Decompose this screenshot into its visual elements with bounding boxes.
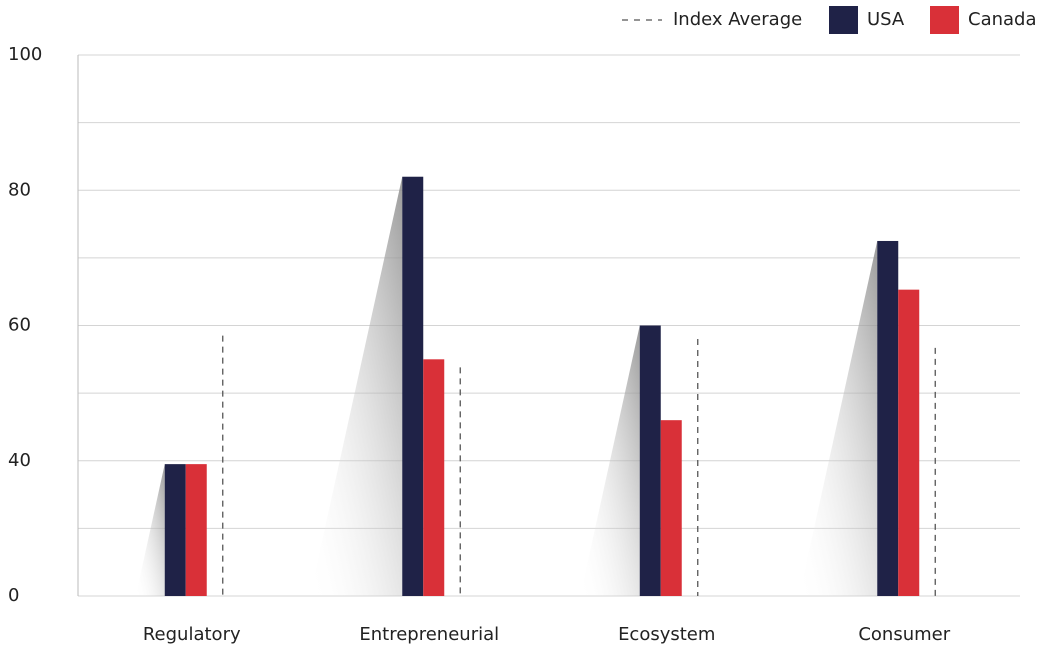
y-tick-label: 60 [8,315,31,336]
legend-swatch [829,6,858,34]
bar [639,325,661,596]
bar [877,240,899,596]
legend-label: Canada [968,9,1037,30]
bar [164,464,186,596]
bar [185,464,207,596]
y-tick-label: 0 [8,585,19,606]
bar [898,289,920,596]
legend-label: USA [867,9,905,30]
background-layer [78,54,1020,597]
bar-shadow [799,240,878,596]
legend-swatch [930,6,959,34]
legend-label: Index Average [673,9,802,30]
y-tick-label: 40 [8,450,31,471]
x-tick-label: Consumer [858,624,950,645]
bar-shadow [580,325,640,596]
y-tick-label: 100 [8,44,42,65]
x-tick-label: Entrepreneurial [359,624,499,645]
bar [660,420,682,596]
bar-shadow [135,464,165,596]
bar [402,176,424,596]
y-tick-label: 80 [8,179,31,200]
bar-shadow [310,176,403,596]
x-tick-label: Ecosystem [618,624,715,645]
bar [423,359,445,596]
x-tick-label: Regulatory [143,624,241,645]
